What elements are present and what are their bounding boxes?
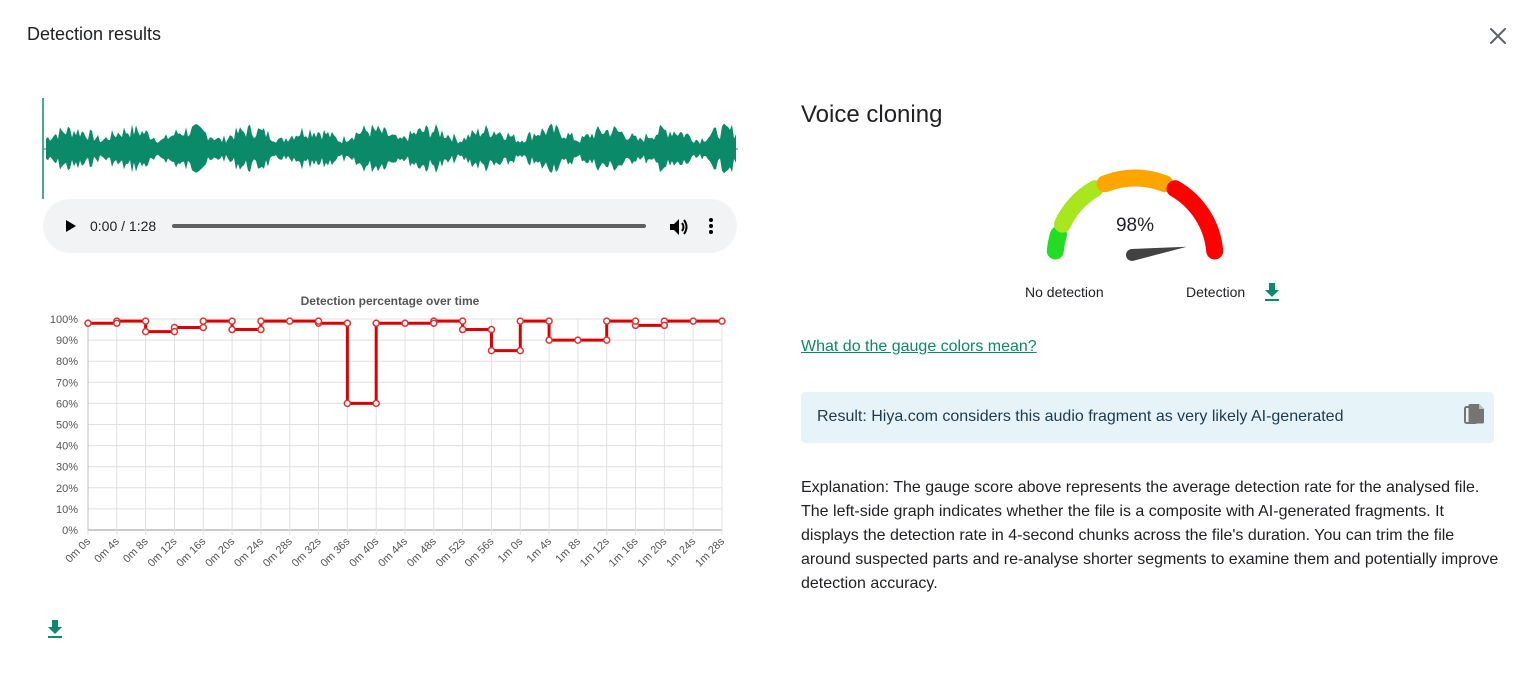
data-point (285, 317, 294, 325)
section-title: Voice cloning (801, 101, 943, 128)
gauge-segment-red (1166, 180, 1224, 260)
data-point (516, 317, 525, 325)
x-tick-label: 1m 0s (496, 535, 526, 565)
explanation-text: Explanation: The gauge score above repre… (801, 479, 1499, 592)
data-point (487, 325, 496, 334)
detection-chart: 0% 10% 20% 30% 40% 50% 60% 70% 80% 90% 100% 0m 0s 0m… (0, 290, 760, 590)
chart-title: Detection percentage over time (300, 294, 480, 308)
data-point (602, 317, 611, 325)
x-tick-label: 0m 20s (203, 535, 237, 569)
data-point (141, 327, 150, 336)
data-point (141, 317, 150, 325)
y-tick-label: 100% (50, 314, 78, 326)
x-tick-label: 0m 40s (347, 535, 381, 569)
data-point (343, 399, 352, 408)
data-point (170, 327, 179, 336)
data-point (343, 319, 352, 327)
x-tick-label: 1m 24s (664, 535, 698, 569)
y-tick-label: 90% (56, 335, 78, 347)
y-tick-label: 60% (56, 398, 78, 410)
time-display: 0:00 / 1:28 (90, 218, 157, 234)
result-box: Result: Hiya.com considers this audio fr… (801, 392, 1494, 443)
gauge-segment-orange (1096, 169, 1174, 193)
waveform-shape (46, 123, 736, 174)
x-tick-label: 0m 52s (434, 535, 468, 569)
data-point (430, 319, 438, 327)
x-tick-label: 0m 36s (318, 535, 352, 569)
x-tick-label: 1m 12s (578, 535, 612, 569)
x-tick-label: 1m 20s (635, 535, 669, 569)
x-tick-label: 0m 32s (290, 535, 324, 569)
data-point (257, 317, 265, 325)
data-point (372, 399, 380, 408)
gauge-label-no-detection: No detection (1025, 284, 1104, 300)
detection-gauge (1046, 169, 1224, 262)
data-point (545, 317, 553, 325)
copy-icon[interactable] (1463, 403, 1485, 427)
data-point (372, 319, 380, 327)
x-tick-label: 0m 0s (63, 535, 93, 565)
download-icon[interactable] (45, 619, 65, 639)
y-tick-label: 30% (56, 462, 78, 474)
y-tick-label: 70% (56, 377, 78, 389)
data-point (487, 346, 496, 355)
gauge-needle (1125, 246, 1187, 262)
data-point (516, 346, 525, 355)
x-tick-label: 0m 48s (405, 535, 439, 569)
x-tick-label: 1m 28s (693, 535, 727, 569)
data-point (228, 325, 236, 334)
series-line (88, 319, 722, 405)
y-tick-label: 40% (56, 441, 78, 453)
audio-waveform[interactable] (42, 98, 738, 199)
gauge-label-detection: Detection (1186, 284, 1246, 300)
data-point (113, 319, 121, 327)
gauge-segment-lime (1054, 180, 1104, 233)
data-point (631, 317, 640, 325)
gauge-segment-green (1046, 226, 1067, 260)
data-point (401, 319, 409, 327)
audio-player: 0:00 / 1:28 (43, 199, 737, 253)
x-tick-label: 0m 28s (261, 535, 295, 569)
data-point (199, 317, 208, 325)
seek-bar[interactable] (172, 224, 646, 228)
result-text: Result: Hiya.com considers this audio fr… (817, 408, 1344, 425)
volume-icon[interactable] (667, 216, 689, 238)
x-tick-label: 0m 24s (232, 535, 266, 569)
x-tick-label: 0m 12s (146, 535, 180, 569)
data-point (689, 317, 697, 325)
x-tick-label: 1m 4s (525, 535, 555, 565)
play-icon[interactable] (61, 216, 81, 236)
x-tick-label: 0m 4s (92, 535, 122, 565)
data-point (228, 317, 236, 325)
data-point (574, 336, 582, 344)
data-point (199, 323, 208, 332)
gauge-colors-link[interactable]: What do the gauge colors mean? (801, 338, 1037, 355)
more-options-icon[interactable] (703, 216, 719, 236)
data-point (718, 317, 726, 325)
x-tick-label: 0m 56s (463, 535, 497, 569)
data-point (660, 321, 669, 330)
data-point (257, 325, 265, 334)
x-tick-label: 1m 16s (607, 535, 641, 569)
data-point (314, 317, 323, 325)
y-tick-label: 80% (56, 356, 78, 368)
x-tick-label: 0m 16s (174, 535, 208, 569)
y-tick-label: 20% (56, 483, 78, 495)
y-tick-label: 50% (56, 420, 78, 432)
data-point (84, 319, 92, 327)
gauge-value: 98% (1115, 215, 1155, 236)
data-point (458, 317, 467, 325)
y-tick-label: 10% (56, 504, 78, 516)
download-icon[interactable] (1262, 282, 1282, 302)
data-point (545, 336, 553, 344)
data-point (458, 325, 467, 334)
y-tick-label: 0% (62, 525, 78, 537)
dialog-title: Detection results (27, 24, 162, 44)
x-tick-label: 0m 44s (376, 535, 410, 569)
close-icon[interactable] (1486, 24, 1510, 48)
data-point (602, 336, 611, 344)
